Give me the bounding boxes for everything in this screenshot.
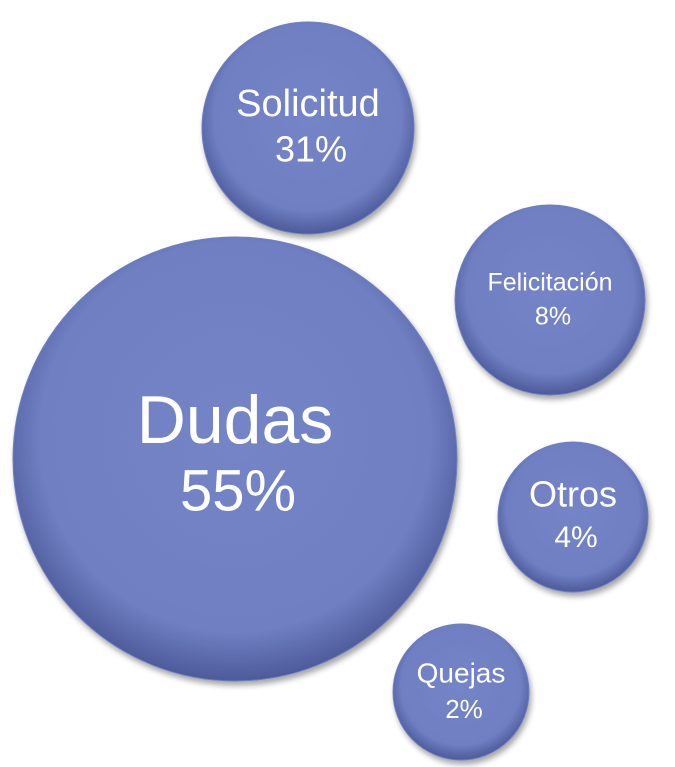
bubble	[12, 236, 458, 682]
bubble	[497, 441, 649, 593]
value-label: 2%	[445, 694, 483, 724]
bubble-label: Dudas	[137, 382, 334, 458]
bubble-label: Solicitud	[236, 83, 380, 125]
value-label: 55%	[180, 458, 296, 523]
bubble	[392, 623, 530, 761]
bubble-label: Felicitación	[487, 269, 612, 297]
value-label: 4%	[554, 521, 597, 554]
bubble	[201, 21, 415, 235]
value-label: 31%	[275, 129, 347, 170]
bubble	[454, 204, 646, 396]
value-label: 8%	[535, 303, 571, 331]
bubble-label: Quejas	[417, 657, 506, 688]
bubble-label: Otros	[529, 474, 617, 515]
